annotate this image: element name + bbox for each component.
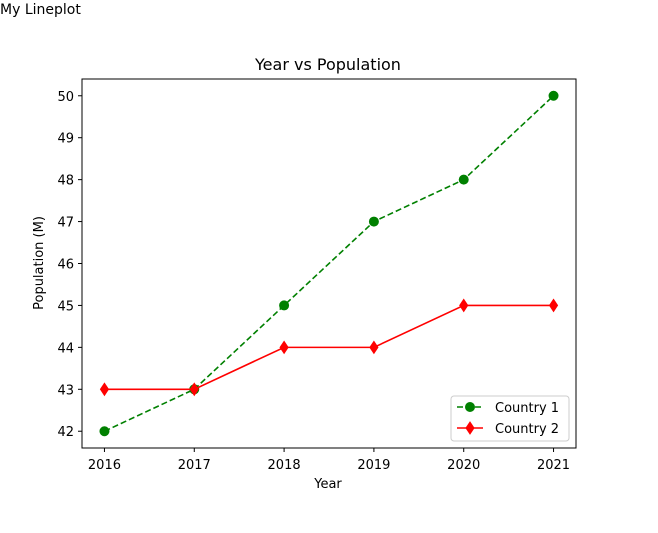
y-tick-label: 47 — [57, 216, 74, 231]
series-1 — [99, 90, 559, 437]
y-tick-label: 43 — [57, 383, 74, 398]
x-tick-label: 2018 — [268, 458, 301, 473]
legend-label: Country 1 — [495, 401, 559, 416]
y-tick-label: 49 — [57, 132, 74, 147]
plot-area: 2016 2017 2018 2019 2020 2021 42 43 44 45 46 47 48 49… — [57, 78, 577, 473]
data-point — [99, 426, 110, 437]
data-point — [459, 298, 469, 313]
y-tick-label: 46 — [57, 258, 74, 273]
data-point — [189, 382, 199, 397]
y-tick-label: 48 — [57, 174, 74, 189]
series-line — [104, 95, 555, 432]
data-point — [548, 298, 559, 313]
legend-item: Country 1 — [457, 401, 559, 416]
data-point — [99, 382, 110, 397]
legend-marker — [465, 402, 475, 412]
legend-item: Country 2 — [457, 421, 559, 437]
data-point — [279, 340, 289, 355]
chart-title: Year vs Population — [254, 55, 401, 74]
y-tick-label: 50 — [57, 90, 74, 105]
x-tick-label: 2019 — [357, 458, 390, 473]
y-tick-label: 45 — [57, 299, 74, 314]
series-2 — [99, 298, 559, 397]
y-tick-label: 42 — [57, 425, 74, 440]
y-tick-label: 44 — [57, 341, 74, 356]
x-tick-label: 2017 — [178, 458, 211, 473]
data-point — [369, 340, 379, 355]
legend: Country 1 Country 2 — [450, 395, 570, 442]
x-tick-label: 2021 — [537, 458, 570, 473]
page-heading: My Lineplot — [0, 2, 81, 18]
x-tick-label: 2016 — [88, 458, 121, 473]
y-axis-label: Population (M) — [32, 216, 47, 310]
x-tick-label: 2020 — [447, 458, 480, 473]
data-point — [279, 300, 290, 311]
legend-label: Country 2 — [495, 422, 559, 437]
data-point — [458, 174, 469, 185]
series-line — [104, 304, 554, 391]
data-point — [368, 216, 379, 227]
data-point — [548, 90, 559, 101]
x-axis-label: Year — [313, 477, 342, 492]
legend-marker — [465, 421, 475, 435]
